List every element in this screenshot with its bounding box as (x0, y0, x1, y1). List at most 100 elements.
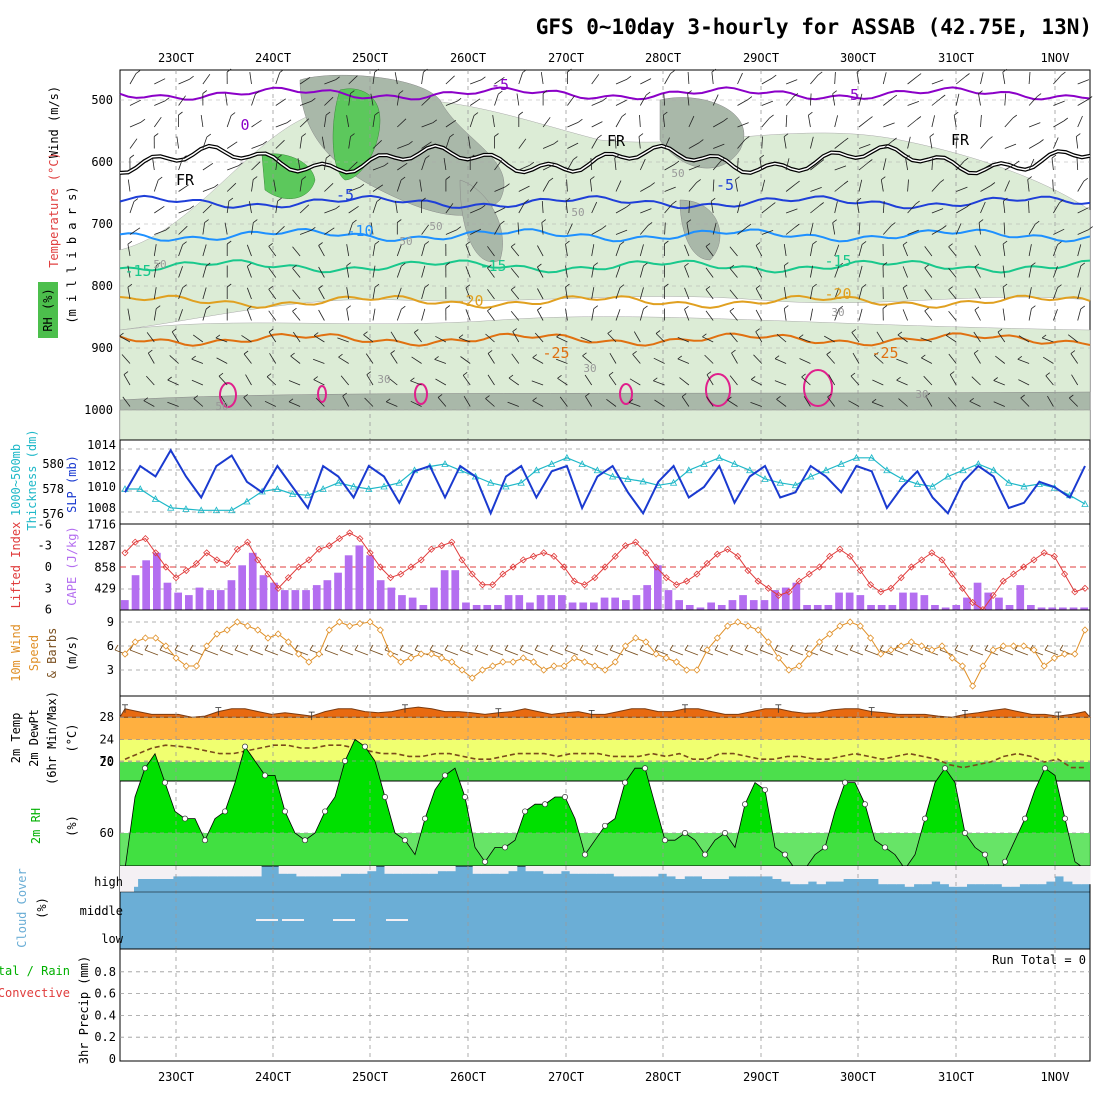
wind10-tick-label: 3 (107, 663, 114, 677)
temp2m-tick-label: 28 (100, 710, 114, 724)
cape-bar (366, 555, 374, 610)
wind10-barb (234, 649, 249, 656)
wind-barb (297, 158, 301, 171)
lifted-marker (315, 545, 323, 553)
wind-barb-feather (916, 116, 922, 120)
wind-barb (534, 332, 544, 343)
wind-barb-feather (915, 200, 920, 205)
wind-barb-feather (684, 262, 689, 267)
wind10-marker (734, 618, 742, 626)
cloud-gap (419, 866, 430, 874)
wind-barb (974, 309, 981, 321)
wind-barb (687, 93, 690, 106)
wind-barb (615, 266, 621, 278)
wind-barb-feather (456, 97, 462, 102)
cape-bar (259, 575, 268, 610)
wind-barb (1052, 179, 1054, 192)
wind-barb (638, 136, 641, 149)
wind-barb (713, 143, 725, 149)
wind10-barb (264, 649, 279, 656)
wind-barb (931, 228, 943, 235)
rh2m-marker (962, 830, 968, 836)
wind-barb (251, 93, 256, 106)
wind-barb (684, 266, 690, 278)
cape-bar (632, 595, 641, 610)
wind-barb-feather (949, 371, 955, 375)
wind-barb (1077, 207, 1089, 214)
wind-barb (591, 244, 595, 257)
cloud-gap (340, 866, 350, 874)
wind10-marker (478, 666, 487, 674)
wind-barb (614, 136, 617, 149)
wind-barb (146, 375, 155, 386)
wind10-marker (1020, 642, 1028, 650)
wind-barb (372, 184, 384, 192)
wind10-marker (519, 654, 527, 662)
lifted-marker (141, 535, 149, 543)
lifted-marker (591, 574, 599, 582)
wind-barb (1002, 244, 1006, 257)
lifted-marker (581, 581, 589, 589)
cape-bar (749, 600, 758, 610)
wind-barb (731, 352, 738, 364)
wind-barb-feather (268, 242, 273, 247)
wind-barb-feather (1069, 394, 1074, 399)
wind-barb-feather (705, 286, 711, 290)
wind-barb (565, 265, 568, 278)
wind10-barb (564, 649, 579, 656)
wind-barb-feather (445, 305, 451, 309)
lifted-marker (815, 563, 824, 571)
wind-barb (154, 100, 166, 106)
wind-barb (591, 265, 595, 278)
wind-barb (997, 331, 1006, 343)
wind-barb (437, 397, 447, 407)
wind10-barb (1044, 649, 1059, 656)
wind-barb (810, 244, 813, 257)
wind10-barb-feather (519, 644, 524, 651)
wind10-marker (1081, 626, 1089, 634)
wind10-barb (999, 649, 1014, 656)
lifted-marker (928, 549, 936, 557)
wind-barb (664, 203, 673, 214)
wind-barb (127, 265, 131, 278)
wind-barb (808, 115, 811, 128)
lifted-marker (427, 545, 435, 553)
cloud-gap (525, 866, 535, 872)
wind-barb (129, 138, 138, 149)
lifted-marker (795, 577, 803, 585)
cape-bar (995, 597, 1003, 610)
cape-bar (526, 602, 534, 610)
wind-barb (245, 374, 252, 386)
wind-barb (684, 287, 690, 300)
wind-barb (567, 142, 579, 149)
wind10-barb (939, 649, 954, 656)
wind-barb (591, 287, 595, 300)
wind-barb (518, 72, 523, 85)
wind-barb (706, 396, 714, 407)
lifted-marker (448, 538, 456, 546)
wind-barb-feather (313, 376, 318, 380)
rh2m-marker (582, 851, 588, 858)
wind-barb (396, 266, 402, 278)
cape-axis-label: CAPE (J/kg) (65, 526, 79, 605)
wind-barb (470, 79, 482, 85)
cloud-gap (1045, 866, 1056, 882)
cloud-gap (878, 866, 888, 885)
precip-tick-label: 0.2 (94, 1030, 116, 1044)
wind-barb (342, 395, 350, 407)
wind-barb-feather (565, 197, 571, 202)
wind10-barb-feather (579, 644, 584, 651)
wind10-marker (386, 650, 395, 658)
wind-barb-feather (133, 198, 139, 202)
wind-barb (348, 75, 358, 85)
wind-barb (462, 375, 471, 386)
lifted-marker (918, 556, 926, 564)
wind-barb (372, 201, 378, 214)
top-date-label: 25OCT (352, 51, 388, 65)
wind-barb-feather (827, 393, 832, 398)
wind-barb (565, 244, 568, 257)
cloud-gap (560, 866, 571, 872)
wind-barb-feather (445, 262, 451, 266)
